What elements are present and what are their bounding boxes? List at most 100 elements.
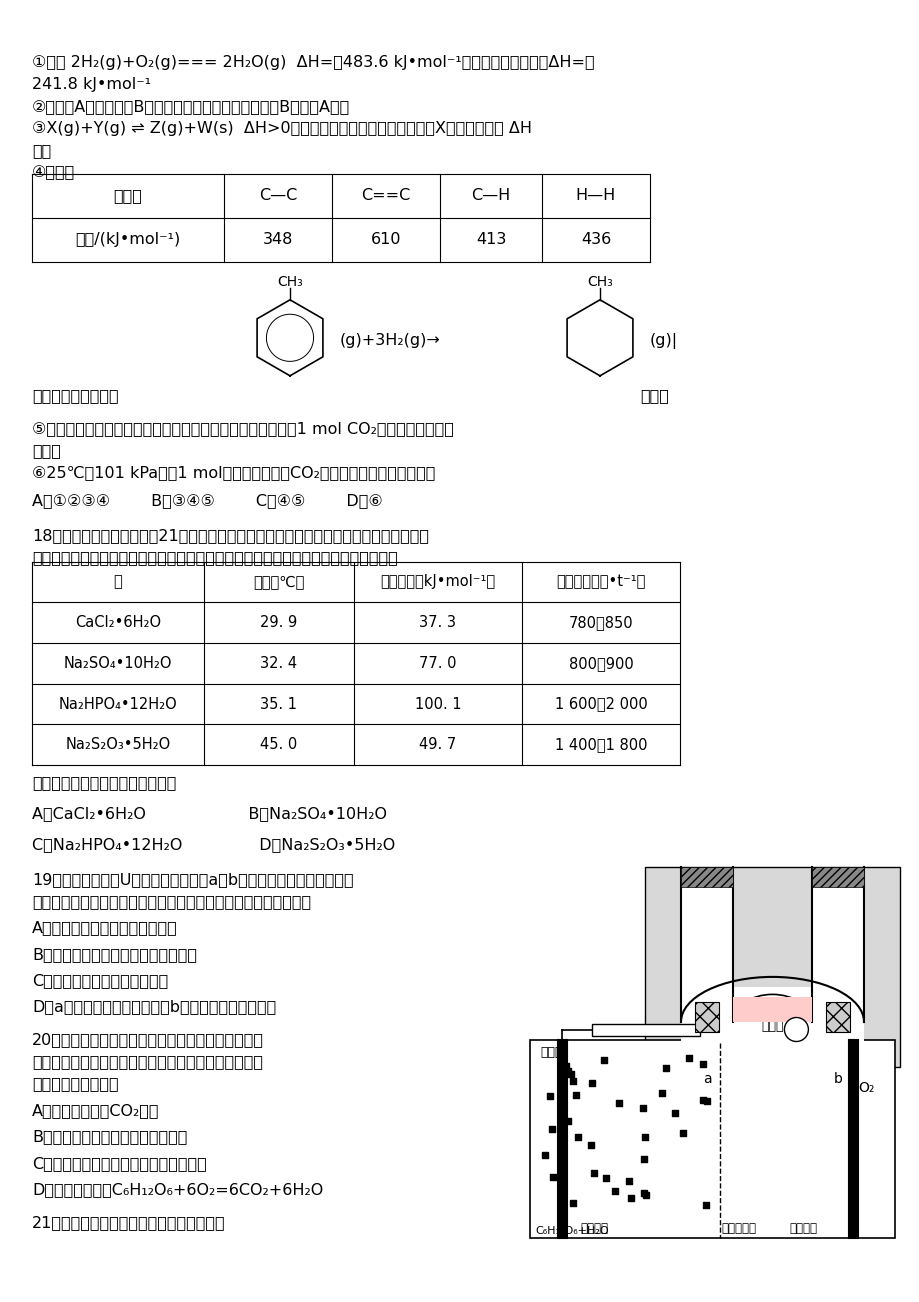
Text: C—C: C—C bbox=[258, 189, 297, 203]
Bar bbox=[680, 875, 732, 1046]
Text: H—H: H—H bbox=[575, 189, 616, 203]
Bar bbox=[644, 867, 899, 1066]
Point bbox=[584, 1135, 598, 1156]
Bar bbox=[732, 987, 811, 1042]
Text: ①已知 2H₂(g)+O₂(g)=== 2H₂O(g)  ΔH=－483.6 kJ•mol⁻¹，则氢气的燃烧热为ΔH=－: ①已知 2H₂(g)+O₂(g)=== 2H₂O(g) ΔH=－483.6 kJ… bbox=[32, 55, 594, 70]
Text: A．生铁块中的碳是原电池的正极: A．生铁块中的碳是原电池的正极 bbox=[32, 921, 177, 935]
Point bbox=[545, 1167, 560, 1187]
Text: 其中最适宜选用作为储能介质的是: 其中最适宜选用作为储能介质的是 bbox=[32, 775, 176, 790]
Point bbox=[637, 1126, 652, 1147]
Text: 有氧反应: 有氧反应 bbox=[789, 1223, 817, 1236]
Point bbox=[636, 1184, 651, 1204]
Text: 熔化吸热（kJ•mol⁻¹）: 熔化吸热（kJ•mol⁻¹） bbox=[380, 574, 495, 590]
Text: Na₂HPO₄•12H₂O: Na₂HPO₄•12H₂O bbox=[59, 697, 177, 712]
Text: 键能/(kJ•mol⁻¹): 键能/(kJ•mol⁻¹) bbox=[75, 232, 180, 247]
Circle shape bbox=[784, 1017, 808, 1042]
Text: 45. 0: 45. 0 bbox=[260, 737, 298, 753]
Text: 436: 436 bbox=[580, 232, 610, 247]
Point bbox=[597, 1168, 612, 1189]
Text: 生铁块: 生铁块 bbox=[760, 1021, 783, 1034]
Text: 800～900: 800～900 bbox=[568, 656, 632, 671]
Point bbox=[538, 1144, 552, 1165]
Text: 质子交换膜: 质子交换膜 bbox=[721, 1223, 756, 1236]
Text: (g)+3H₂(g)→: (g)+3H₂(g)→ bbox=[340, 333, 440, 349]
Bar bbox=[811, 875, 863, 1046]
Text: ⑥25℃，101 kPa时，1 mol碳完全燃烧生成CO₂所放出的热量为碳的燃烧热: ⑥25℃，101 kPa时，1 mol碳完全燃烧生成CO₂所放出的热量为碳的燃烧… bbox=[32, 465, 435, 480]
Text: 的焓变: 的焓变 bbox=[640, 388, 668, 402]
Text: 20．微生物电池是指在微生物的作用下将化学能转化: 20．微生物电池是指在微生物的作用下将化学能转化 bbox=[32, 1032, 264, 1048]
Text: 化氢溶液，各加入生铁块，放置一段时间。下列有关描述错误的是: 化氢溶液，各加入生铁块，放置一段时间。下列有关描述错误的是 bbox=[32, 894, 311, 909]
Text: B．红墨水柱两边的液面变为左低右高: B．红墨水柱两边的液面变为左低右高 bbox=[32, 947, 197, 962]
Point bbox=[565, 1070, 580, 1091]
Point bbox=[654, 1082, 669, 1103]
Point bbox=[561, 1061, 575, 1082]
Text: CH₃: CH₃ bbox=[586, 275, 612, 289]
Text: 量相等: 量相等 bbox=[32, 443, 61, 458]
Text: 37. 3: 37. 3 bbox=[419, 615, 456, 630]
Point bbox=[698, 1195, 712, 1216]
Text: b: b bbox=[833, 1072, 842, 1086]
Text: a: a bbox=[702, 1072, 710, 1086]
Text: 参考价格（元•t⁻¹）: 参考价格（元•t⁻¹） bbox=[556, 574, 645, 590]
Text: 49. 7: 49. 7 bbox=[419, 737, 456, 753]
Text: 780～850: 780～850 bbox=[568, 615, 632, 630]
Text: A．CaCl₂•6H₂O                    B．Na₂SO₄•10H₂O: A．CaCl₂•6H₂O B．Na₂SO₄•10H₂O bbox=[32, 806, 387, 820]
Text: Na₂SO₄•10H₂O: Na₂SO₄•10H₂O bbox=[63, 656, 172, 671]
Text: 盐: 盐 bbox=[114, 574, 122, 590]
Point bbox=[561, 1111, 575, 1131]
Point bbox=[570, 1126, 584, 1147]
Text: C．两试管中负极电极反应相同: C．两试管中负极电极反应相同 bbox=[32, 973, 168, 988]
Text: 610: 610 bbox=[370, 232, 401, 247]
Bar bbox=[811, 867, 863, 887]
Bar bbox=[680, 867, 732, 887]
Text: 241.8 kJ•mol⁻¹: 241.8 kJ•mol⁻¹ bbox=[32, 77, 151, 92]
Bar bbox=[694, 1003, 719, 1032]
Point bbox=[596, 1049, 611, 1070]
Text: D．电池总反应为C₆H₁₂O₆+6O₂=6CO₂+6H₂O: D．电池总反应为C₆H₁₂O₆+6O₂=6CO₂+6H₂O bbox=[32, 1182, 323, 1197]
Text: ④已知：: ④已知： bbox=[32, 165, 75, 180]
Point bbox=[681, 1047, 696, 1068]
Text: C．Na₂HPO₄•12H₂O               D．Na₂S₂O₃•5H₂O: C．Na₂HPO₄•12H₂O D．Na₂S₂O₃•5H₂O bbox=[32, 837, 395, 852]
Point bbox=[563, 1064, 578, 1085]
Text: 电池的说法错误的是: 电池的说法错误的是 bbox=[32, 1077, 119, 1091]
Text: 21．关于下列各装置图的叙述中，正确的是: 21．关于下列各装置图的叙述中，正确的是 bbox=[32, 1215, 225, 1230]
Point bbox=[675, 1122, 690, 1143]
Text: 熔点（℃）: 熔点（℃） bbox=[253, 574, 304, 590]
Point bbox=[542, 1086, 557, 1107]
Text: O₂: O₂ bbox=[857, 1081, 873, 1095]
Point bbox=[568, 1085, 583, 1105]
Text: 上表数据可以计算出: 上表数据可以计算出 bbox=[32, 388, 119, 402]
Bar bbox=[825, 1003, 849, 1032]
Text: ⑤根据盖斯定律，推知在相同条件下，金刚石或石墨燃烧生成1 mol CO₂固体时，放出的热: ⑤根据盖斯定律，推知在相同条件下，金刚石或石墨燃烧生成1 mol CO₂固体时，… bbox=[32, 421, 453, 436]
Text: 1 600～2 000: 1 600～2 000 bbox=[554, 697, 647, 712]
Text: C．质子通过交换膜从负极区移向正极区: C．质子通过交换膜从负极区移向正极区 bbox=[32, 1156, 207, 1170]
Text: A: A bbox=[791, 1023, 800, 1036]
Point bbox=[621, 1170, 636, 1191]
Point bbox=[623, 1187, 638, 1208]
Point bbox=[558, 1056, 573, 1077]
Bar bbox=[529, 1039, 894, 1237]
Point bbox=[638, 1185, 652, 1206]
Point bbox=[696, 1090, 710, 1111]
Text: 77. 0: 77. 0 bbox=[419, 656, 456, 671]
Text: 29. 9: 29. 9 bbox=[260, 615, 298, 630]
Text: 厌氧反应: 厌氧反应 bbox=[579, 1223, 607, 1236]
Text: 增大: 增大 bbox=[32, 143, 51, 158]
Point bbox=[658, 1057, 673, 1078]
Point bbox=[585, 1163, 600, 1184]
Bar bbox=[591, 1023, 699, 1035]
Text: 413: 413 bbox=[475, 232, 505, 247]
Text: (g)|: (g)| bbox=[650, 333, 677, 349]
Text: A．①②③④        B．③④⑤        C．④⑤        D．⑥: A．①②③④ B．③④⑤ C．④⑤ D．⑥ bbox=[32, 493, 382, 508]
Text: ③X(g)+Y(g) ⇌ Z(g)+W(s)  ΔH>0，恒温恒容条件下达到平衡后加入X，上述反应的 ΔH: ③X(g)+Y(g) ⇌ Z(g)+W(s) ΔH>0，恒温恒容条件下达到平衡后… bbox=[32, 121, 531, 135]
Text: C₆H₁₂O₆+H₂O: C₆H₁₂O₆+H₂O bbox=[535, 1225, 608, 1236]
Text: 100. 1: 100. 1 bbox=[414, 697, 460, 712]
Text: 1 400～1 800: 1 400～1 800 bbox=[554, 737, 647, 753]
Point bbox=[667, 1103, 682, 1124]
Text: 微生物: 微生物 bbox=[539, 1046, 562, 1059]
Point bbox=[607, 1181, 622, 1202]
Text: C—H: C—H bbox=[471, 189, 510, 203]
Point bbox=[634, 1098, 649, 1118]
Text: CH₃: CH₃ bbox=[277, 275, 302, 289]
Text: 32. 4: 32. 4 bbox=[260, 656, 297, 671]
